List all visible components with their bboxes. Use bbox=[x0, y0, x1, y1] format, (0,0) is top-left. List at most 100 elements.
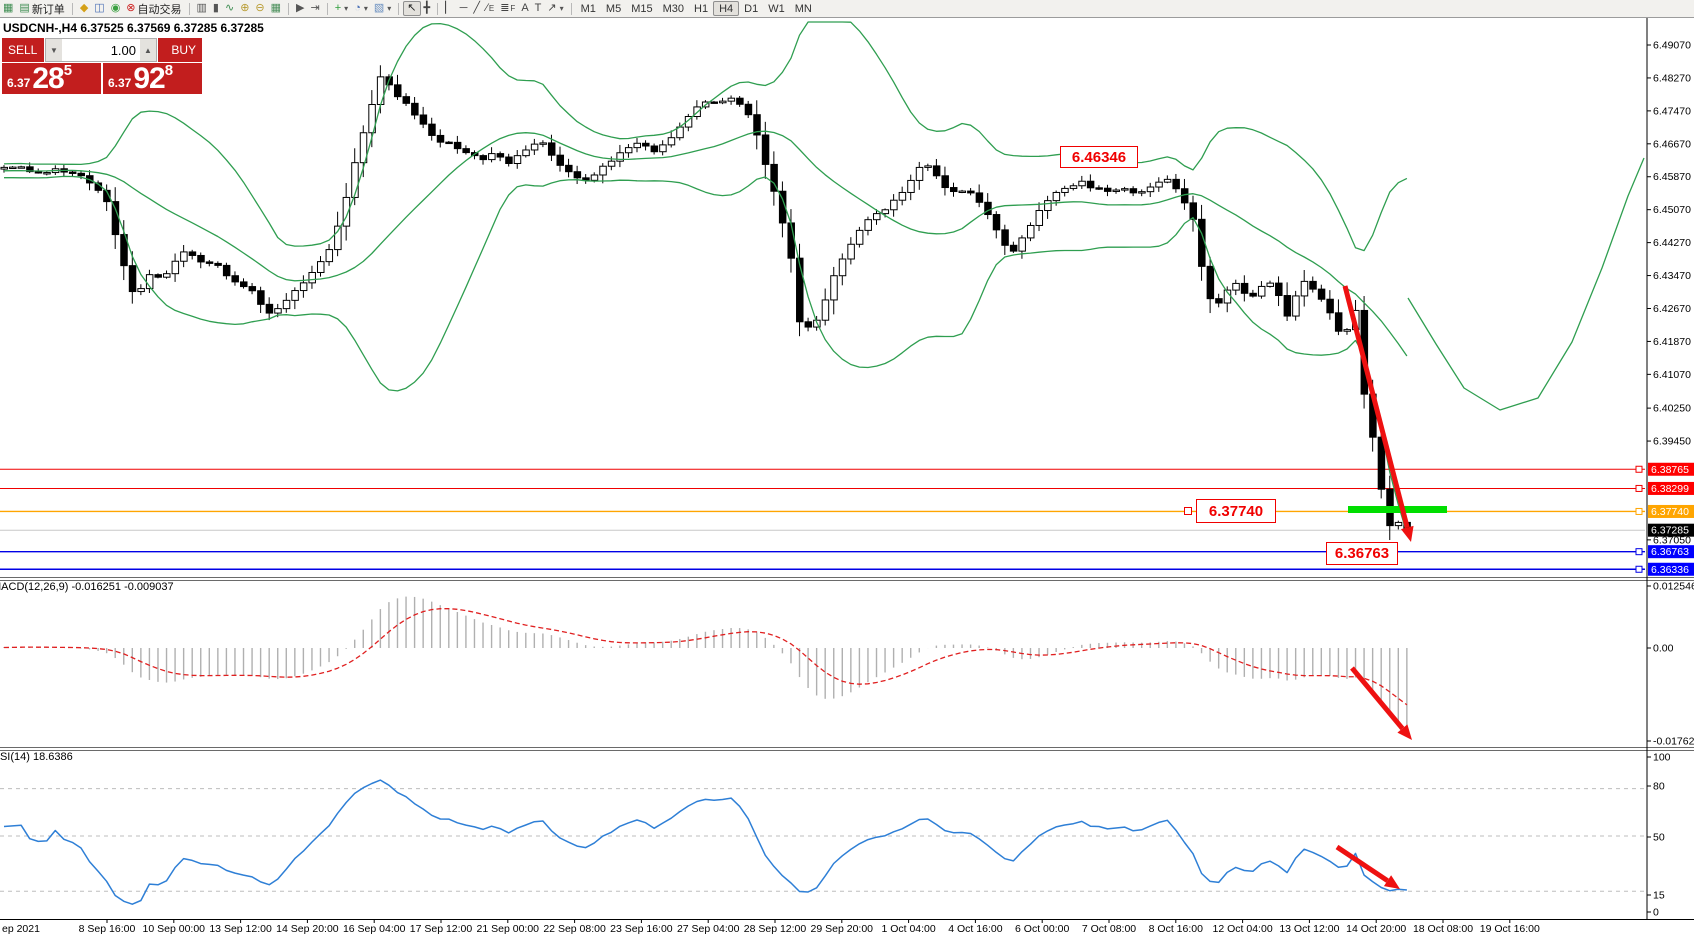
arrows-tool[interactable]: ↗ ▾ bbox=[544, 1, 566, 16]
volume-input[interactable] bbox=[62, 39, 140, 61]
time-axis-label: 28 Sep 12:00 bbox=[744, 923, 807, 935]
candle-body bbox=[1292, 295, 1300, 317]
price-callout-6.36763[interactable]: 6.36763 bbox=[1326, 542, 1398, 565]
candle-body bbox=[334, 225, 342, 251]
time-axis-label: 7 Oct 08:00 bbox=[1082, 923, 1136, 935]
candle-body bbox=[1018, 237, 1026, 252]
market-watch-icon-icon: ◆ bbox=[79, 2, 89, 14]
templates-icon-icon: ▧ bbox=[373, 2, 385, 14]
auto-scroll-icon[interactable]: ▶ bbox=[293, 1, 307, 16]
volume-decrease-button[interactable]: ▼ bbox=[46, 39, 62, 61]
candle-body bbox=[402, 96, 411, 104]
candle-body bbox=[1317, 288, 1326, 300]
periods-icon-icon: ◔ bbox=[354, 2, 361, 14]
candle-body bbox=[180, 251, 188, 262]
trend-arrow-line bbox=[1342, 285, 1410, 529]
tile-windows-icon-icon: ▦ bbox=[270, 2, 282, 14]
price-tick-label: 6.49070 bbox=[1653, 40, 1691, 52]
indicators-icon[interactable]: + ▾ bbox=[332, 1, 351, 16]
line-anchor-marker bbox=[1635, 484, 1643, 492]
candle-body bbox=[907, 179, 915, 193]
chart-window-icon[interactable]: ▦ bbox=[0, 1, 16, 16]
candle-body bbox=[274, 308, 282, 314]
sell-price-display[interactable]: 6.37 28 5 bbox=[2, 63, 101, 94]
horizontal-line-tool[interactable]: ─ bbox=[457, 1, 471, 16]
text-label-tool[interactable]: T bbox=[532, 1, 545, 16]
candle-body bbox=[624, 147, 633, 154]
bar-chart-icon[interactable]: ▥ bbox=[194, 1, 210, 16]
data-window-icon[interactable]: ◫ bbox=[91, 1, 107, 16]
market-watch-icon[interactable]: ◆ bbox=[77, 1, 91, 16]
buy-price-display[interactable]: 6.37 92 8 bbox=[103, 63, 202, 94]
zoom-out-icon[interactable]: ⊖ bbox=[252, 1, 267, 16]
candle-body bbox=[419, 114, 428, 125]
price-flag-label: 6.36336 bbox=[1651, 564, 1689, 576]
candle-body bbox=[1343, 329, 1351, 332]
rsi-axis-label: 80 bbox=[1653, 781, 1665, 793]
macd-indicator-label: MACD(12,26,9) -0.016251 -0.009037 bbox=[0, 581, 174, 593]
candle-body bbox=[1103, 187, 1112, 192]
toolbar-separator bbox=[570, 2, 572, 15]
timeframe-m30[interactable]: M30 bbox=[662, 2, 684, 15]
candle-body bbox=[1026, 224, 1035, 239]
bar-chart-icon-icon: ▥ bbox=[196, 2, 207, 14]
new-order-button-label: 新订单 bbox=[31, 3, 65, 16]
navigator-icon[interactable]: ◉ bbox=[108, 1, 124, 16]
candle-body bbox=[77, 172, 85, 177]
timeframe-w1[interactable]: W1 bbox=[768, 2, 785, 15]
candle-body bbox=[949, 187, 958, 193]
text-tool[interactable]: A bbox=[518, 1, 531, 16]
candle-body bbox=[1095, 187, 1103, 190]
templates-icon[interactable]: ▧ ▾ bbox=[371, 1, 394, 16]
new-order-button[interactable]: ▤ 新订单 bbox=[16, 1, 67, 16]
timeframe-d1[interactable]: D1 bbox=[744, 2, 759, 15]
timeframe-h4[interactable]: H4 bbox=[713, 1, 740, 16]
price-callout-6.46346[interactable]: 6.46346 bbox=[1060, 146, 1138, 168]
candle-body bbox=[265, 303, 274, 314]
timeframe-mn[interactable]: MN bbox=[794, 2, 812, 15]
candle-body bbox=[607, 160, 616, 167]
price-flag-label: 6.37285 bbox=[1651, 525, 1689, 537]
volume-increase-button[interactable]: ▲ bbox=[140, 39, 156, 61]
time-axis-label: 17 Sep 12:00 bbox=[410, 923, 473, 935]
vertical-line-tool[interactable]: ▏ bbox=[442, 1, 456, 16]
rsi-axis-label: 100 bbox=[1653, 752, 1671, 764]
timeframe-m5[interactable]: M5 bbox=[605, 2, 622, 15]
candle-body bbox=[1394, 521, 1403, 527]
time-axis-label: 8 Oct 16:00 bbox=[1149, 923, 1203, 935]
macd-axis-label: 0.00 bbox=[1653, 643, 1674, 655]
fibonacci-tool[interactable]: ≣ F bbox=[497, 1, 518, 16]
candle-body bbox=[710, 101, 718, 104]
chart-shift-icon[interactable]: ⇥ bbox=[308, 1, 323, 16]
price-callout-6.37740[interactable]: 6.37740 bbox=[1196, 499, 1276, 523]
timeframe-m1[interactable]: M1 bbox=[580, 2, 596, 15]
time-axis-label: 4 Oct 16:00 bbox=[948, 923, 1002, 935]
autotrading-button[interactable]: ⊗ 自动交易 bbox=[123, 1, 184, 16]
line-chart-icon[interactable]: ∿ bbox=[222, 1, 237, 16]
timeframe-h1[interactable]: H1 bbox=[694, 2, 709, 15]
buy-button[interactable]: BUY bbox=[158, 38, 202, 62]
cursor-tool[interactable]: ↖ bbox=[403, 1, 421, 16]
channel-tool[interactable]: ∕ E bbox=[483, 1, 497, 16]
line-anchor-marker bbox=[1635, 465, 1643, 473]
sell-button[interactable]: SELL bbox=[2, 38, 44, 62]
candlestick-chart-icon[interactable]: ▮ bbox=[210, 1, 222, 16]
arrows-icon: ↗ bbox=[547, 2, 557, 14]
candle-body bbox=[796, 257, 804, 323]
candle-body bbox=[573, 171, 582, 179]
zoom-in-icon[interactable]: ⊕ bbox=[237, 1, 252, 16]
candle-body bbox=[830, 275, 838, 301]
candle-body bbox=[804, 321, 813, 328]
crosshair-tool[interactable]: ╋ bbox=[421, 1, 434, 16]
timeframe-m15[interactable]: M15 bbox=[631, 2, 653, 15]
periods-icon[interactable]: ◔ ▾ bbox=[351, 1, 371, 16]
trendline-tool[interactable]: ╱ bbox=[470, 1, 483, 16]
candle-body bbox=[847, 243, 855, 260]
candle-body bbox=[411, 102, 419, 116]
price-flag-label: 6.38299 bbox=[1651, 483, 1689, 495]
candle-body bbox=[967, 190, 975, 194]
one-click-trading-panel: SELL ▼ ▲ BUY 6.37 28 5 6.37 92 8 bbox=[2, 38, 202, 94]
tile-windows-icon[interactable]: ▦ bbox=[268, 1, 284, 16]
candle-body bbox=[727, 97, 736, 102]
